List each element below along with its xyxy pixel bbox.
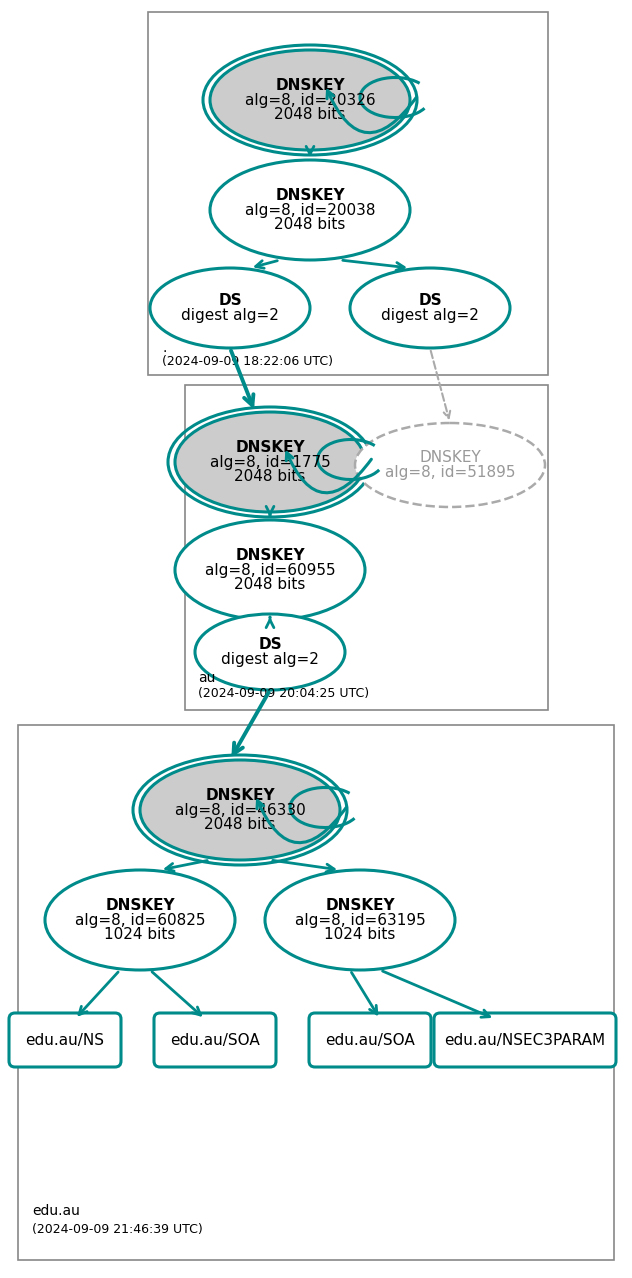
Ellipse shape: [210, 50, 410, 150]
Text: .: .: [162, 341, 166, 355]
Text: 2048 bits: 2048 bits: [274, 217, 346, 233]
Text: (2024-09-09 21:46:39 UTC): (2024-09-09 21:46:39 UTC): [32, 1223, 203, 1236]
Bar: [148, 12, 548, 374]
Ellipse shape: [350, 268, 510, 348]
Text: (2024-09-09 18:22:06 UTC): (2024-09-09 18:22:06 UTC): [162, 355, 333, 368]
Text: alg=8, id=60825: alg=8, id=60825: [75, 912, 205, 928]
Text: DNSKEY: DNSKEY: [105, 897, 175, 912]
Text: digest alg=2: digest alg=2: [381, 308, 479, 323]
Text: DNSKEY: DNSKEY: [275, 188, 345, 203]
Bar: [185, 385, 548, 711]
Text: DS: DS: [218, 293, 242, 308]
Text: (2024-09-09 20:04:25 UTC): (2024-09-09 20:04:25 UTC): [198, 688, 369, 700]
Text: DS: DS: [418, 293, 442, 308]
Text: edu.au/NS: edu.au/NS: [25, 1033, 104, 1048]
FancyBboxPatch shape: [309, 1013, 431, 1067]
FancyBboxPatch shape: [434, 1013, 616, 1067]
Text: DNSKEY: DNSKEY: [235, 548, 305, 562]
Text: digest alg=2: digest alg=2: [181, 308, 279, 323]
Text: alg=8, id=20038: alg=8, id=20038: [245, 202, 375, 217]
Ellipse shape: [150, 268, 310, 348]
Text: edu.au/SOA: edu.au/SOA: [170, 1033, 260, 1048]
Text: alg=8, id=1775: alg=8, id=1775: [210, 455, 331, 469]
Ellipse shape: [355, 423, 545, 507]
Text: DS: DS: [258, 636, 282, 652]
Text: DNSKEY: DNSKEY: [275, 78, 345, 92]
Text: DNSKEY: DNSKEY: [235, 440, 305, 455]
FancyBboxPatch shape: [154, 1013, 276, 1067]
Ellipse shape: [175, 412, 365, 512]
Text: 2048 bits: 2048 bits: [274, 107, 346, 123]
Ellipse shape: [45, 870, 235, 970]
Text: 1024 bits: 1024 bits: [104, 928, 176, 942]
Text: 2048 bits: 2048 bits: [234, 578, 306, 592]
Ellipse shape: [195, 613, 345, 690]
Text: alg=8, id=60955: alg=8, id=60955: [205, 562, 336, 578]
Text: digest alg=2: digest alg=2: [221, 652, 319, 667]
Text: edu.au/SOA: edu.au/SOA: [325, 1033, 415, 1048]
Text: edu.au: edu.au: [32, 1204, 80, 1218]
FancyBboxPatch shape: [9, 1013, 121, 1067]
Text: alg=8, id=20326: alg=8, id=20326: [245, 92, 375, 107]
Text: DNSKEY: DNSKEY: [419, 450, 481, 465]
Ellipse shape: [140, 760, 340, 860]
Bar: [18, 725, 614, 1260]
Text: alg=8, id=46330: alg=8, id=46330: [174, 803, 305, 818]
Text: 2048 bits: 2048 bits: [234, 469, 306, 484]
Ellipse shape: [265, 870, 455, 970]
Text: 1024 bits: 1024 bits: [324, 928, 396, 942]
Ellipse shape: [175, 520, 365, 620]
Text: edu.au/NSEC3PARAM: edu.au/NSEC3PARAM: [444, 1033, 605, 1048]
Text: au: au: [198, 671, 216, 685]
Text: alg=8, id=51895: alg=8, id=51895: [385, 465, 515, 481]
Text: DNSKEY: DNSKEY: [205, 787, 275, 803]
Text: alg=8, id=63195: alg=8, id=63195: [295, 912, 425, 928]
Ellipse shape: [210, 160, 410, 259]
Text: 2048 bits: 2048 bits: [204, 818, 276, 832]
Text: DNSKEY: DNSKEY: [325, 897, 395, 912]
